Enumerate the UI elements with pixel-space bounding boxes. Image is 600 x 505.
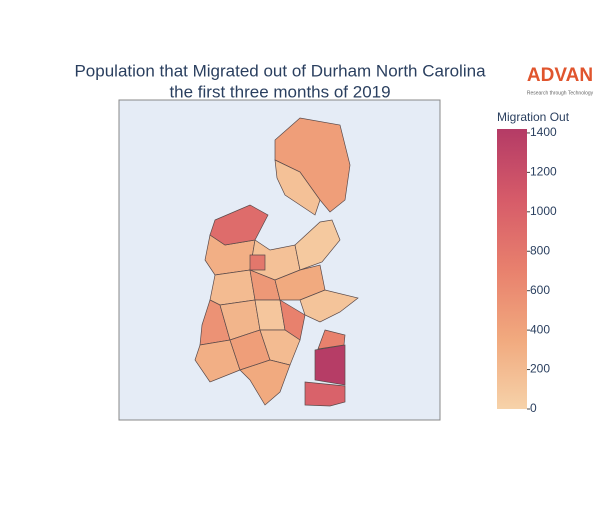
region [314, 344, 346, 386]
region [274, 159, 321, 216]
region [209, 204, 269, 246]
region [259, 329, 301, 366]
colorbar-ticks: 0 200 400 600 800 1000 1200 1400 [527, 125, 557, 415]
colorbar-tick-label: 0 [530, 401, 537, 415]
logo: ADVAN [527, 65, 593, 86]
colorbar-tick-label: 600 [530, 283, 550, 297]
region [209, 269, 256, 306]
colorbar-tick-label: 1000 [530, 204, 557, 218]
region [239, 359, 291, 406]
colorbar-tick-label: 400 [530, 322, 550, 336]
colorbar-tick-label: 200 [530, 362, 550, 376]
regions [194, 117, 359, 407]
region [249, 254, 266, 271]
colorbar-tick-label: 1400 [530, 125, 557, 139]
chart-title: the first three months of 2019 [169, 82, 390, 101]
colorbar-tick-label: 1200 [530, 165, 557, 179]
colorbar-tick-label: 800 [530, 243, 550, 257]
colorbar-title: Migration Out [497, 110, 570, 124]
colorbar [497, 129, 527, 409]
region [194, 339, 241, 383]
chart-title: Population that Migrated out of Durham N… [74, 61, 486, 80]
region [304, 381, 346, 407]
logo-tagline: Research through Technology [527, 90, 594, 96]
region [317, 329, 346, 350]
